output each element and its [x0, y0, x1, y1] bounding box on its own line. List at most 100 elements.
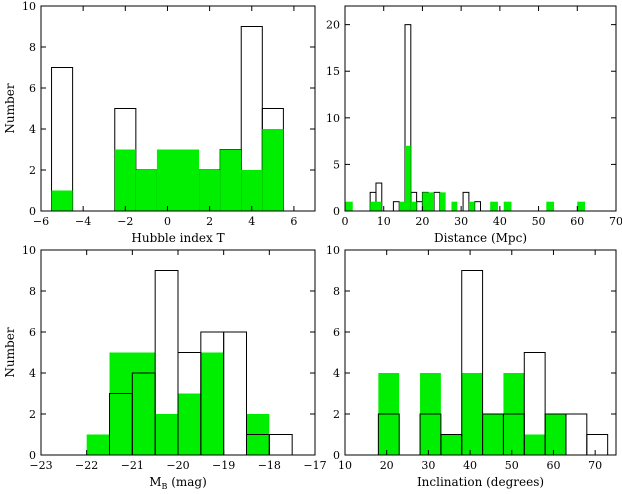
p3-x-axis-label: MB (mag) [149, 475, 207, 491]
p2-fill-bar-3 [405, 145, 411, 211]
p1-xtick-label-0: −6 [33, 215, 49, 228]
p3-outline-bar-7 [268, 434, 293, 456]
p4-ytick-label-4: 8 [333, 285, 340, 298]
p4-xtick-label-4: 50 [505, 459, 519, 472]
p2-ytick-label-4: 20 [326, 19, 340, 32]
p4-fill-bar-4 [482, 414, 504, 455]
p2-ytick-label-3: 15 [326, 65, 340, 78]
panel-p4: 10 20 30 40 50 60 70 0 2 4 6 8 10 Inclination (degree… [326, 244, 617, 489]
p3-xtick-label-0: −23 [29, 459, 52, 472]
p3-ytick-label-0: 0 [29, 449, 36, 462]
p1-fill-bar-0 [51, 190, 73, 211]
p2-fill-bar-0 [345, 201, 353, 211]
p2-xtick-label-3: 30 [454, 215, 468, 228]
p2-ytick-label-2: 10 [326, 112, 340, 125]
p2-frame [344, 5, 617, 212]
p4-xtick-label-5: 60 [546, 459, 560, 472]
p3-ytick-label-3: 6 [29, 326, 36, 339]
p1-fill-bar-1 [114, 149, 136, 211]
p3-y-axis-label: Number [3, 327, 17, 377]
p1-x-axis-label: Hubble index T [131, 231, 224, 245]
panel-p3: −23 −22 −21 −20 −19 −18 −17 0 2 4 6 8 10 MB (mag) Numb… [3, 244, 327, 491]
p4-fill-bar-7 [545, 414, 566, 455]
p1-ytick-label-2: 4 [29, 123, 36, 136]
panel-p1: −6 −4 −2 0 2 4 6 0 2 4 6 8 10 Hubble index T Number [3, 0, 316, 245]
p2-fill-bar-1 [370, 201, 382, 211]
p1-y-axis-label: Number [3, 83, 17, 133]
p2-outline-bar-2 [392, 201, 400, 212]
p1-fill-bar-2 [135, 170, 157, 211]
p2-xtick-label-2: 20 [415, 215, 429, 228]
p3-xtick-label-3: −20 [166, 459, 189, 472]
p4-x-axis-label: Inclination (degrees) [417, 475, 544, 489]
p4-ytick-label-3: 6 [333, 326, 340, 339]
p1-ytick-label-0: 0 [29, 205, 36, 218]
p4-frame [344, 249, 617, 456]
p1-xtick-label-5: 4 [248, 215, 255, 228]
p2-fill-bar-7 [451, 201, 458, 211]
p4-ytick-label-5: 10 [326, 244, 340, 257]
p2-xtick-label-7: 70 [609, 215, 622, 228]
p2-xtick-label-0: 0 [342, 215, 349, 228]
p1-xtick-label-2: −2 [117, 215, 133, 228]
p2-outline-bar-7 [433, 191, 441, 212]
p1-xtick-label-1: −4 [75, 215, 91, 228]
panel-p2: 0 10 20 30 40 50 60 70 0 5 10 15 20 Distance (Mpc) [326, 5, 622, 245]
p2-fill-bar-4 [410, 201, 417, 211]
p4-ytick-label-1: 2 [333, 408, 340, 421]
p3-xtick-label-4: −19 [212, 459, 235, 472]
p1-fill-bar-6 [241, 170, 263, 211]
p2-fill-bar-2 [399, 201, 406, 211]
p1-xtick-label-3: 0 [164, 215, 171, 228]
p4-ytick-label-2: 4 [333, 367, 340, 380]
p3-ytick-label-2: 4 [29, 367, 36, 380]
p1-fill-bar-4 [199, 170, 221, 211]
p2-xtick-label-4: 40 [493, 215, 507, 228]
p2-outline-bar-9 [474, 201, 482, 212]
p2-fill-bar-10 [503, 201, 512, 211]
p1-ytick-label-4: 8 [29, 41, 36, 54]
p2-fill-bar-8 [468, 201, 475, 211]
p1-frame [40, 5, 316, 212]
p3-fill-bar-3 [178, 393, 201, 455]
p3-xtick-label-2: −21 [121, 459, 144, 472]
p3-ytick-label-5: 10 [22, 244, 36, 257]
p3-outline-bar-5 [223, 331, 248, 456]
p3-xtick-label-6: −17 [303, 459, 326, 472]
p4-outline-bar-9 [586, 434, 609, 456]
p2-fill-bar-6 [439, 192, 446, 211]
p2-fill-bar-12 [577, 201, 586, 211]
p2-xtick-label-6: 60 [570, 215, 584, 228]
p4-fill-bar-2 [440, 434, 462, 455]
p2-fill-bar-11 [546, 201, 555, 211]
p2-fill-bar-5 [422, 192, 435, 211]
p4-ytick-label-0: 0 [333, 449, 340, 462]
p4-xtick-label-0: 10 [338, 459, 352, 472]
p3-xtick-label-5: −18 [258, 459, 281, 472]
p1-ytick-label-5: 10 [22, 0, 36, 13]
p4-xtick-label-1: 20 [380, 459, 394, 472]
p2-ytick-label-1: 5 [333, 158, 340, 171]
p1-outline-bar-0 [51, 67, 74, 212]
p2-outline-bar-5 [416, 201, 423, 212]
p1-ytick-label-1: 2 [29, 164, 36, 177]
p4-xtick-label-6: 70 [588, 459, 602, 472]
p2-fill-bar-9 [490, 201, 498, 211]
p1-fill-bar-3 [156, 149, 200, 211]
p2-ytick-label-0: 0 [333, 205, 340, 218]
p4-fill-bar-6 [524, 434, 546, 455]
p4-xtick-label-2: 30 [421, 459, 435, 472]
p1-ytick-label-3: 6 [29, 82, 36, 95]
p3-fill-bar-2 [155, 414, 178, 455]
p2-outline-bar-8 [462, 191, 470, 212]
p4-fill-bar-3 [461, 373, 483, 455]
p3-fill-bar-4 [200, 352, 224, 455]
p2-x-axis-label: Distance (Mpc) [434, 231, 527, 245]
p4-outline-bar-8 [565, 413, 588, 456]
p4-xtick-label-3: 40 [463, 459, 477, 472]
p1-fill-bar-5 [220, 149, 242, 211]
p3-xtick-label-1: −22 [75, 459, 98, 472]
p1-fill-bar-7 [262, 129, 284, 211]
p3-ytick-label-1: 2 [29, 408, 36, 421]
